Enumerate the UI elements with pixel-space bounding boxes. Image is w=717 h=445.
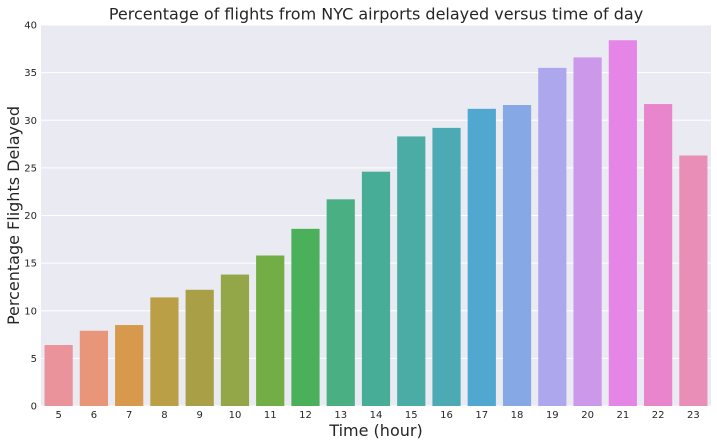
y-tick-label: 5 [31,354,37,365]
bar-hour-14 [361,171,391,406]
x-tick-label: 23 [687,410,700,421]
bar-hour-6 [79,330,108,406]
bar-hour-21 [608,40,637,407]
bar-hour-18 [502,105,532,406]
bar-hour-5 [44,345,73,406]
bar-hour-13 [326,199,355,406]
x-tick-label: 13 [334,410,347,421]
y-tick-label: 0 [31,402,37,413]
y-tick-label: 20 [24,211,37,222]
bar-hour-22 [644,104,673,407]
bar-hour-8 [150,297,179,406]
bar-hour-16 [432,127,461,407]
bar-hour-9 [185,289,214,406]
x-tick-label: 18 [511,410,524,421]
x-tick-label: 17 [475,410,488,421]
x-tick-label: 15 [405,410,418,421]
x-axis-label: Time (hour) [328,421,422,440]
x-axis-ticks: 5 6 7 8 9 10 11 12 13 14 15 16 17 18 19 20 21 22 23 [55,410,699,421]
y-tick-label: 40 [24,21,37,32]
chart-title: Percentage of flights from NYC airports … [109,5,643,24]
bar-hour-20 [573,57,602,406]
x-tick-label: 22 [652,410,665,421]
x-tick-label: 14 [370,410,383,421]
y-axis-ticks: 0 5 10 15 20 25 30 35 40 [24,21,37,413]
x-tick-label: 5 [55,410,61,421]
x-tick-label: 20 [581,410,594,421]
y-tick-label: 15 [24,259,37,270]
y-axis-label: Percentage Flights Delayed [4,106,23,325]
bar-hour-11 [256,255,285,406]
bar-hour-17 [467,108,496,406]
x-tick-label: 21 [616,410,629,421]
bar-hour-7 [115,325,144,406]
y-tick-label: 35 [24,68,37,79]
bar-hour-19 [538,67,567,407]
x-tick-label: 9 [196,410,202,421]
bars [44,40,708,407]
bar-hour-12 [291,228,320,406]
x-tick-label: 10 [229,410,242,421]
x-tick-label: 16 [440,410,453,421]
bar-hour-10 [220,274,250,406]
y-tick-label: 30 [24,116,37,127]
bar-hour-23 [679,155,708,406]
y-tick-label: 25 [24,163,37,174]
y-tick-label: 10 [24,306,37,317]
x-tick-label: 6 [91,410,97,421]
x-tick-label: 8 [161,410,167,421]
x-tick-label: 11 [264,410,277,421]
bar-hour-15 [397,136,426,406]
x-tick-label: 19 [546,410,559,421]
x-tick-label: 12 [299,410,312,421]
x-tick-label: 7 [126,410,132,421]
